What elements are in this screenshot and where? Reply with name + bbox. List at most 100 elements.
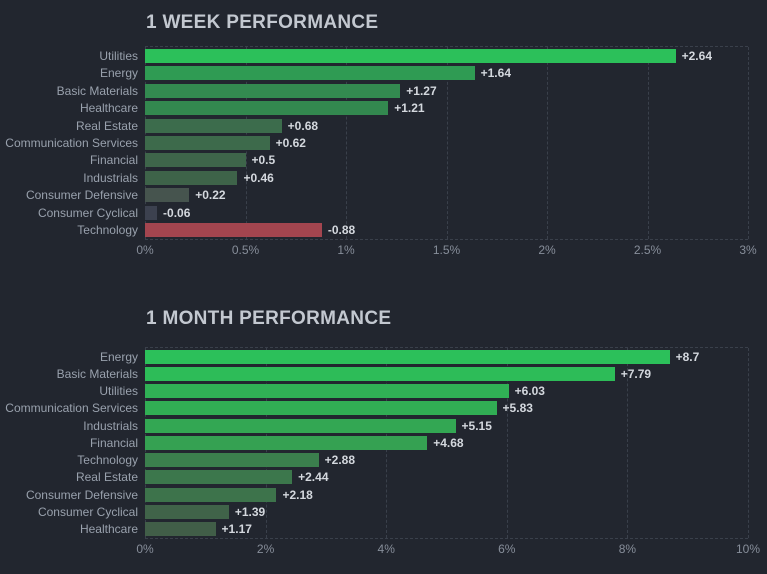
- gridline: [627, 348, 629, 538]
- bar: [145, 453, 319, 468]
- category-label: Real Estate: [75, 118, 138, 133]
- category-label: Communication Services: [5, 135, 138, 150]
- bar: [145, 470, 293, 485]
- x-tick-label: 8%: [618, 542, 637, 556]
- plot-area: 0% 0.5% 1% 1.5% 2% 2.5% 3% Utilities +2.64 Energy…: [5, 46, 757, 257]
- category-label: Basic Materials: [56, 366, 138, 381]
- gridline: [748, 47, 749, 239]
- bar: [145, 118, 282, 133]
- bar: [145, 101, 389, 116]
- gridline: [748, 348, 749, 538]
- value-label: -0.06: [163, 205, 191, 220]
- bar: [145, 83, 401, 98]
- category-label: Technology: [77, 453, 138, 468]
- category-label: Utilities: [99, 48, 138, 63]
- value-label: +1.39: [234, 505, 266, 520]
- x-tick-label: 2%: [538, 243, 556, 257]
- bar-row: Technology -0.88: [77, 222, 748, 239]
- bar: [145, 384, 509, 399]
- gridline: [547, 47, 548, 239]
- bar: [145, 418, 456, 433]
- bar: [145, 487, 277, 502]
- value-label: +0.62: [275, 135, 306, 150]
- category-label: Basic Materials: [56, 83, 138, 98]
- value-label: +0.46: [243, 170, 274, 185]
- category-label: Real Estate: [75, 470, 138, 485]
- x-tick-label: 6%: [498, 542, 516, 556]
- chart-title: 1 MONTH PERFORMANCE: [146, 308, 392, 329]
- x-tick-label: 3%: [739, 243, 757, 257]
- value-label: -0.88: [327, 223, 356, 238]
- gridline: [647, 47, 649, 239]
- value-label: +2.44: [298, 470, 329, 485]
- category-label: Consumer Cyclical: [37, 505, 138, 520]
- bar-row: Utilities +6.03: [99, 383, 748, 400]
- gridline: [446, 47, 448, 239]
- bar: [145, 48, 676, 63]
- bar-row: Communication Services +5.83: [5, 400, 748, 417]
- value-label: +2.88: [324, 453, 356, 468]
- x-tick-label: 10%: [735, 542, 761, 556]
- value-label: +0.5: [251, 153, 276, 168]
- category-label: Financial: [89, 153, 138, 168]
- bar: [145, 435, 428, 450]
- bar-row: Industrials +0.46: [83, 169, 748, 186]
- value-label: +7.79: [620, 366, 652, 381]
- category-label: Industrials: [83, 170, 138, 185]
- value-label: +0.68: [287, 118, 319, 133]
- category-label: Industrials: [83, 418, 138, 433]
- gridline: [346, 47, 347, 239]
- category-label: Financial: [89, 435, 138, 450]
- x-tick-label: 1.5%: [432, 243, 461, 257]
- x-tick-label: 0%: [136, 243, 154, 257]
- bar: [145, 188, 190, 203]
- bar-row: Basic Materials +1.27: [57, 82, 748, 99]
- bar-row: Consumer Cyclical +1.39: [38, 503, 748, 520]
- gridline: [506, 348, 508, 538]
- bar-row: Financial +0.5: [90, 152, 748, 169]
- bar: [145, 205, 158, 220]
- bar-row: Technology +2.88: [77, 452, 748, 469]
- x-tick-label: 0%: [136, 542, 154, 556]
- category-label: Technology: [77, 223, 138, 238]
- category-label: Energy: [99, 349, 138, 364]
- bar-row: Consumer Cyclical -0.06: [38, 204, 748, 221]
- bar-row: Healthcare +1.17: [80, 521, 748, 538]
- value-label: +2.18: [282, 487, 313, 502]
- value-label: +5.15: [461, 418, 492, 433]
- value-label: +8.7: [675, 349, 700, 364]
- category-label: Energy: [99, 66, 138, 81]
- value-label: +5.83: [502, 401, 533, 416]
- bar: [145, 66, 475, 81]
- value-label: +4.68: [433, 435, 464, 450]
- value-label: +0.22: [195, 188, 226, 203]
- bar: [145, 522, 216, 537]
- value-label: +1.21: [394, 101, 425, 116]
- bar: [145, 170, 238, 185]
- bar-row: Consumer Defensive +0.22: [26, 187, 748, 204]
- bar-row: Real Estate +2.44: [76, 469, 748, 486]
- bar-row: Industrials +5.15: [83, 417, 748, 434]
- bar: [145, 135, 270, 150]
- bar-row: Energy +1.64: [100, 64, 748, 81]
- bar: [145, 366, 615, 381]
- category-label: Consumer Defensive: [25, 487, 138, 502]
- chart-title: 1 WEEK PERFORMANCE: [146, 12, 379, 33]
- category-label: Healthcare: [79, 522, 138, 537]
- category-label: Healthcare: [79, 101, 138, 116]
- x-tick-label: 2%: [256, 542, 275, 556]
- value-label: +1.27: [406, 83, 437, 98]
- x-tick-label: 2.5%: [633, 243, 662, 257]
- category-label: Communication Services: [5, 401, 138, 416]
- value-label: +2.64: [681, 48, 712, 63]
- bar-row: Healthcare +1.21: [80, 99, 748, 116]
- category-label: Utilities: [99, 384, 138, 399]
- bar-row: Energy +8.7: [100, 348, 748, 365]
- bar-row: Utilities +2.64: [99, 47, 748, 64]
- bar: [145, 505, 229, 520]
- x-tick-label: 1%: [337, 243, 355, 257]
- bar-row: Basic Materials +7.79: [57, 365, 748, 382]
- x-tick-label: 4%: [377, 542, 395, 556]
- plot-area: 0% 2% 4% 6% 8% 10% Energy +8.7 Basic Materials +7…: [5, 347, 760, 556]
- bar: [145, 349, 670, 364]
